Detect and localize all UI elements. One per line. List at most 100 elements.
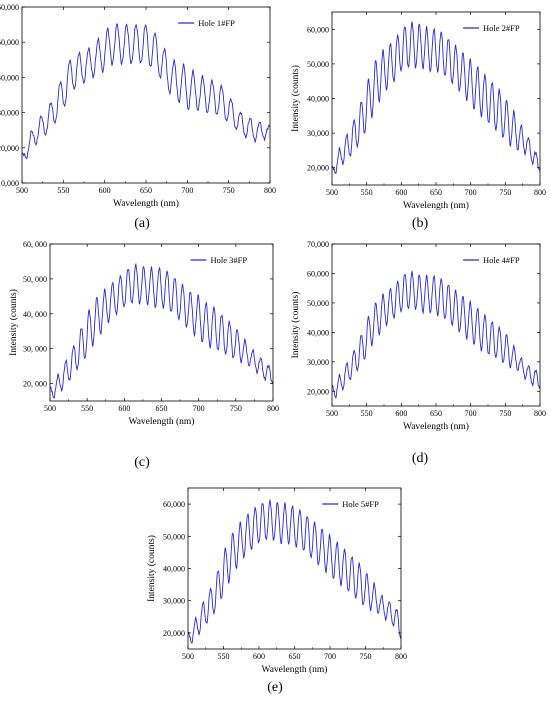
y-tick-label: 60,000 — [307, 25, 329, 34]
x-tick-label: 550 — [57, 186, 69, 195]
panel-e: 500 550 600 650 700 750 800 20,000 30,000 40,000 5… — [133, 476, 423, 702]
panel-caption: (c) — [134, 455, 150, 470]
y-tick-label: 20,000 — [307, 387, 329, 396]
x-tick-label: 700 — [181, 186, 193, 195]
plot-frame — [187, 487, 402, 650]
y-tick-label: 40,000 — [307, 95, 329, 104]
x-tick-label: 800 — [534, 409, 546, 418]
y-tick-label: 30,000 — [307, 358, 329, 367]
y-tick-label: 60,000 — [0, 3, 19, 12]
x-axis-title: Wavelength (nm) — [403, 421, 469, 432]
x-tick-label: 600 — [253, 652, 265, 661]
x-tick-label: 750 — [499, 188, 511, 197]
y-axis-title: Intensity (counts) — [290, 65, 301, 132]
y-tick-label: 30, 000 — [23, 345, 47, 354]
x-tick-label: 550 — [361, 409, 373, 418]
x-tick-label: 600 — [118, 404, 130, 413]
x-tick-label: 650 — [156, 404, 168, 413]
x-tick-label: 650 — [430, 409, 442, 418]
y-tick-label: 50,000 — [307, 60, 329, 69]
y-tick-label: 30,000 — [0, 109, 19, 118]
y-tick-label: 40,000 — [307, 328, 329, 337]
y-tick-label: 40,000 — [163, 565, 185, 574]
y-tick-label: 50,000 — [163, 532, 185, 541]
plot-frame — [331, 243, 541, 407]
chart-c: 500 550 600 650 700 750 800 20, 000 30, 000 40, 0… — [8, 240, 279, 427]
plot-frame — [21, 6, 271, 184]
series-line — [187, 498, 402, 645]
legend-label: Hole 4#FP — [483, 255, 520, 265]
y-tick-label: 50,000 — [0, 38, 19, 47]
legend-label: Hole 1#FP — [198, 18, 235, 28]
x-tick-label: 600 — [99, 186, 111, 195]
x-tick-label: 700 — [193, 404, 205, 413]
chart-b: 500 550 600 650 700 750 800 20,000 30,000 40,000 5… — [290, 11, 546, 211]
x-tick-label: 750 — [230, 404, 242, 413]
x-tick-label: 800 — [534, 188, 546, 197]
x-tick-label: 500 — [16, 186, 28, 195]
y-tick-label: 40,000 — [0, 73, 19, 82]
x-tick-label: 800 — [267, 404, 279, 413]
x-tick-label: 550 — [81, 404, 93, 413]
panel-caption: (d) — [411, 451, 429, 466]
y-axis-title: Intensity (counts) — [290, 292, 301, 359]
y-tick-label: 30,000 — [307, 129, 329, 138]
x-tick-label: 600 — [395, 409, 407, 418]
plot-frame — [49, 243, 274, 402]
y-tick-label: 20, 000 — [23, 380, 47, 389]
x-tick-label: 500 — [326, 409, 338, 418]
panel-b: 500 550 600 650 700 750 800 20,000 30,000 40,000 5… — [275, 0, 550, 240]
x-tick-label: 750 — [223, 186, 235, 195]
x-tick-label: 700 — [465, 409, 477, 418]
x-tick-label: 500 — [182, 652, 194, 661]
series-line — [49, 262, 274, 400]
x-tick-label: 750 — [499, 409, 511, 418]
panel-d: 500 550 600 650 700 750 800 20,000 30,000 40,000 5… — [275, 237, 550, 477]
panel-caption: (e) — [267, 680, 283, 695]
x-tick-label: 500 — [44, 404, 56, 413]
x-axis-title: Wavelength (nm) — [113, 198, 179, 209]
y-tick-label: 20,000 — [163, 629, 185, 638]
x-axis-title: Wavelength (nm) — [262, 664, 328, 675]
x-tick-label: 800 — [395, 652, 407, 661]
x-tick-label: 750 — [360, 652, 372, 661]
y-tick-label: 70,000 — [307, 240, 329, 249]
x-tick-label: 650 — [140, 186, 152, 195]
y-tick-label: 50, 000 — [23, 275, 47, 284]
y-tick-label: 10,000 — [0, 179, 19, 188]
chart-e: 500 550 600 650 700 750 800 20,000 30,000 40,000 5… — [146, 487, 407, 675]
y-tick-label: 30,000 — [163, 597, 185, 606]
y-tick-label: 50,000 — [307, 299, 329, 308]
panel-c: 500 550 600 650 700 750 800 20, 000 30, 000 40, 0… — [0, 237, 279, 477]
x-tick-label: 500 — [326, 188, 338, 197]
x-axis-title: Wavelength (nm) — [403, 200, 469, 211]
x-tick-label: 700 — [324, 652, 336, 661]
x-tick-label: 650 — [430, 188, 442, 197]
chart-a: 500 550 600 650 700 750 800 10,000 20,000 30,000 4… — [0, 3, 276, 209]
y-axis-title: Intensity (counts) — [8, 289, 19, 356]
y-tick-label: 20,000 — [0, 144, 19, 153]
y-tick-label: 60,000 — [307, 269, 329, 278]
panel-caption: (b) — [411, 216, 429, 231]
x-tick-label: 600 — [395, 188, 407, 197]
legend-label: Hole 5#FP — [342, 499, 379, 509]
y-axis-title: Intensity (counts) — [146, 535, 157, 602]
legend-label: Hole 2#FP — [483, 23, 520, 33]
y-tick-label: 60, 000 — [23, 240, 47, 249]
x-tick-label: 650 — [289, 652, 301, 661]
series-line — [21, 22, 271, 160]
panel-a: 500 550 600 650 700 750 800 10,000 20,000 30,000 4… — [0, 0, 276, 240]
panel-caption: (a) — [134, 216, 150, 231]
y-tick-label: 20,000 — [307, 164, 329, 173]
x-tick-label: 700 — [465, 188, 477, 197]
x-axis-title: Wavelength (nm) — [129, 416, 195, 427]
x-tick-label: 550 — [361, 188, 373, 197]
y-tick-label: 40, 000 — [23, 310, 47, 319]
chart-d: 500 550 600 650 700 750 800 20,000 30,000 40,000 5… — [290, 240, 546, 432]
x-tick-label: 550 — [218, 652, 230, 661]
legend-label: Hole 3#FP — [210, 255, 247, 265]
x-tick-label: 800 — [264, 186, 276, 195]
plot-frame — [331, 11, 541, 186]
series-line — [331, 270, 541, 399]
y-tick-label: 60,000 — [163, 500, 185, 509]
